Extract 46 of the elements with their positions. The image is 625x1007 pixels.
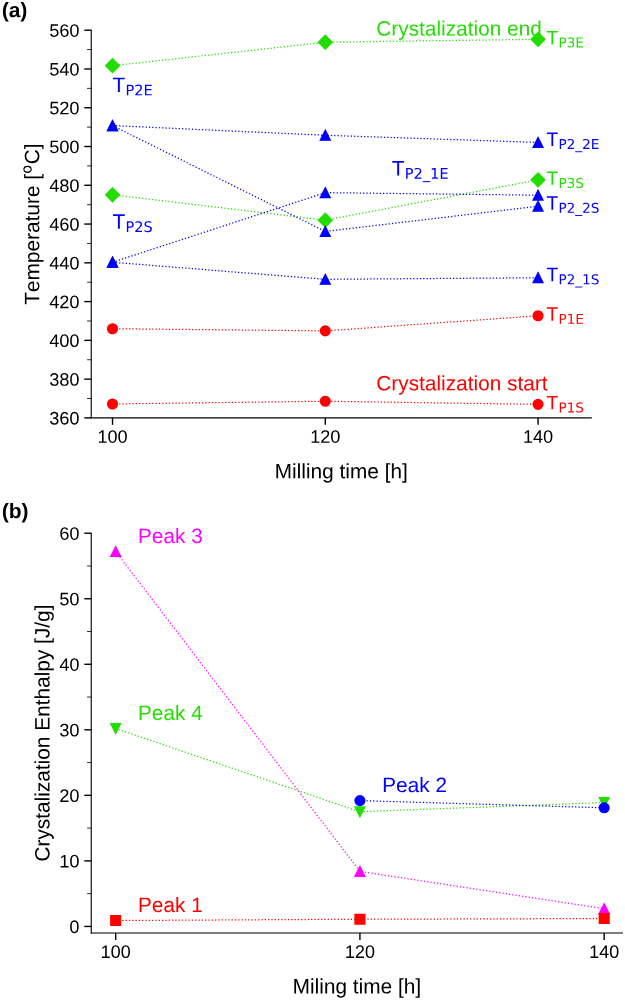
x-axis-title: Miling time [h] [294,978,420,998]
y-axis-title: Crystalization Enthalpy [J/g] [34,606,54,861]
y-tick-label: 0 [70,920,79,934]
y-tick-label: 460 [49,217,79,231]
y-axis-title: Temperature [$^{o}$C] [23,144,44,305]
series-label: T$_{P2_2S}$ [546,196,599,216]
series-label: T$_{P2_1E}$ [392,161,448,183]
series-label: T$_{P3E}$ [546,30,584,48]
y-tick-label: 20 [60,789,79,803]
y-tick-label: 10 [60,854,79,868]
y-tick-label: 380 [50,373,79,386]
x-axis-title: Milling time [h] [276,463,407,483]
y-tick-label: 500 [50,140,79,154]
annotation: Crystalization end [377,20,541,40]
series-label: Peak 3 [139,527,202,544]
x-tick-label: 100 [101,945,131,959]
y-tick-label: 420 [49,295,79,309]
x-tick-label: 140 [524,430,553,443]
chart-title: (b) [2,503,28,523]
y-tick-label: 400 [49,334,79,348]
annotation: T$_{P2S}$ [113,214,152,233]
y-tick-label: 540 [50,62,79,76]
annotation: Crystalization start [377,375,548,395]
annotation: T$_{P2E}$ [113,77,152,96]
y-tick-label: 520 [50,101,79,115]
series-label: Peak 4 [139,704,203,721]
y-tick-label: 560 [50,24,79,37]
x-tick-label: 120 [346,945,375,959]
series-label: T$_{P1E}$ [546,307,584,324]
series-label: T$_{P3S}$ [546,171,584,189]
x-tick-label: 120 [311,430,340,443]
series-label: T$_{P2_2E}$ [546,132,599,153]
y-tick-label: 480 [49,179,79,193]
chart-title: (a) [2,2,27,22]
series-label: Peak 1 [139,896,202,913]
series-label: T$_{P1S}$ [546,395,584,413]
y-tick-label: 360 [50,411,79,425]
y-tick-label: 30 [60,723,79,737]
y-tick-label: 440 [49,256,79,270]
y-tick-label: 60 [60,527,79,540]
y-tick-label: 40 [59,658,79,671]
x-tick-label: 140 [590,945,619,959]
y-tick-label: 50 [60,592,79,606]
series-label: T$_{P2_1S}$ [546,267,599,288]
x-tick-label: 100 [98,430,127,443]
series-label: Peak 2 [383,777,446,793]
